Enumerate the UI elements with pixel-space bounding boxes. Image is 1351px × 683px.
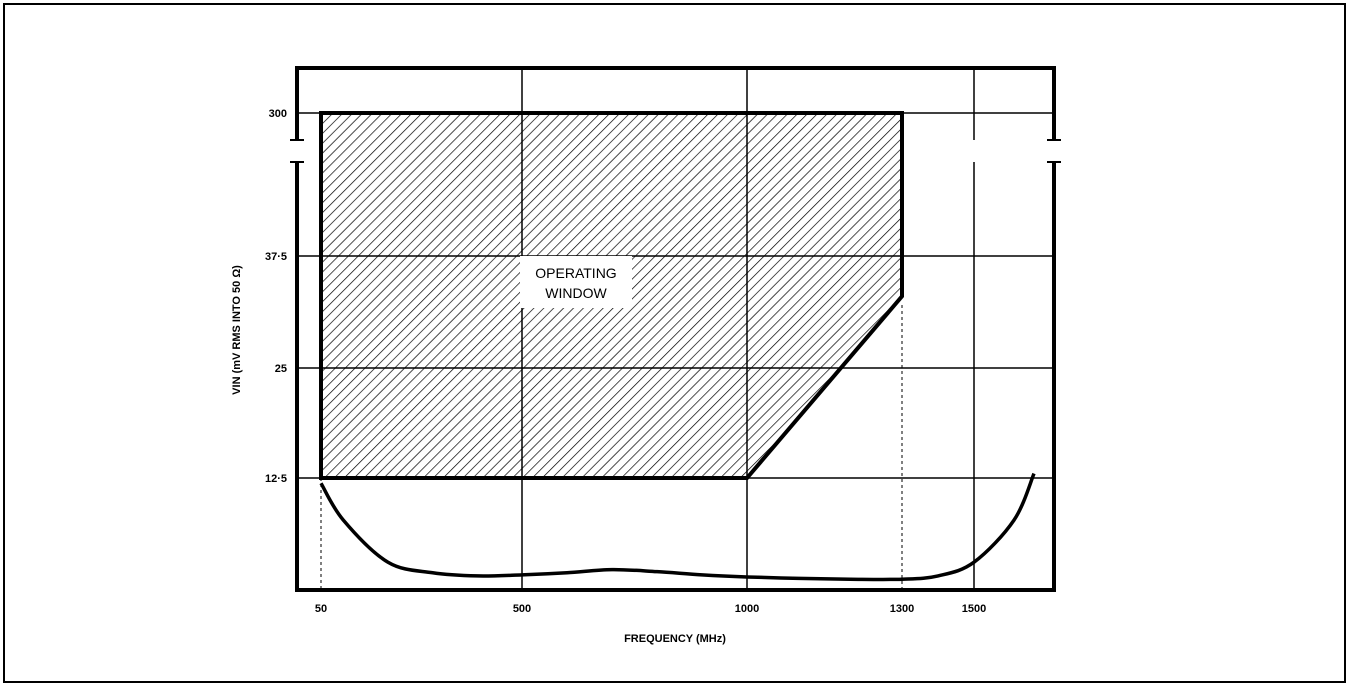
x-tick-label: 1500 bbox=[962, 603, 986, 615]
axis-break-left bbox=[290, 140, 304, 162]
x-tick-labels: 50 500 1000 1300 1500 bbox=[315, 603, 986, 615]
y-axis-title: VIN (mV RMS INTO 50 Ω) bbox=[231, 265, 243, 395]
y-tick-label: 25 bbox=[275, 363, 287, 375]
y-tick-labels: 300 37·5 25 12·5 bbox=[265, 108, 287, 485]
window-label-line1: OPERATING bbox=[535, 265, 616, 281]
window-label-line2: WINDOW bbox=[545, 285, 607, 301]
window-label-background bbox=[520, 256, 632, 308]
x-tick-label: 50 bbox=[315, 603, 327, 615]
x-tick-label: 1300 bbox=[890, 603, 914, 615]
grid-break-1500 bbox=[966, 140, 980, 162]
plot-border bbox=[295, 66, 1056, 592]
sensitivity-curve bbox=[319, 472, 1036, 582]
axis-break-right bbox=[1047, 140, 1061, 162]
x-axis-title: FREQUENCY (MHz) bbox=[624, 633, 726, 645]
x-tick-label: 500 bbox=[513, 603, 531, 615]
y-tick-label: 37·5 bbox=[265, 251, 287, 263]
y-tick-label: 300 bbox=[269, 108, 287, 120]
y-tick-label: 12·5 bbox=[265, 473, 287, 485]
x-tick-label: 1000 bbox=[735, 603, 759, 615]
